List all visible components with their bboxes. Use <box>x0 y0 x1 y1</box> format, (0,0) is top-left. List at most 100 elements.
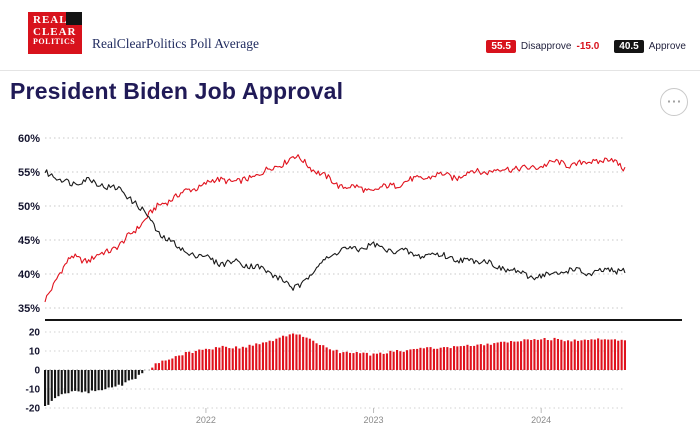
spread-bar <box>131 370 134 380</box>
spread-bar <box>349 352 352 370</box>
spread-bar <box>409 349 412 370</box>
spread-bar <box>164 360 167 370</box>
series-line-approve <box>44 169 626 291</box>
spread-bar <box>184 352 187 370</box>
spread-bar <box>325 347 328 370</box>
spread-bar <box>221 345 224 370</box>
logo-line-1: REAL <box>33 14 68 26</box>
spread-bar <box>429 347 432 370</box>
spread-bar <box>476 344 479 370</box>
spread-bar <box>111 370 114 388</box>
spread-bar <box>318 345 321 370</box>
spread-bar <box>285 336 288 370</box>
spread-bar <box>308 338 311 370</box>
spread-bar <box>151 367 154 370</box>
spread-bar <box>593 339 596 370</box>
spread-bar <box>265 342 268 370</box>
header: REAL CLEAR POLITICS RealClearPolitics Po… <box>0 0 700 71</box>
spread-bar <box>211 349 214 370</box>
spread-bar <box>191 353 194 370</box>
spread-bar <box>288 334 291 370</box>
spread-bar <box>312 340 315 370</box>
spread-bar <box>275 338 278 370</box>
logo-line-3: POLITICS <box>33 37 76 47</box>
spread-bar <box>218 347 221 370</box>
spread-bar <box>513 341 516 370</box>
spread-bar <box>171 358 174 370</box>
spread-bar <box>610 339 613 370</box>
spread-bar <box>573 339 576 370</box>
spread-bar <box>231 348 234 370</box>
spread-bar <box>201 349 204 370</box>
spread-bar <box>157 363 160 370</box>
spread-bar <box>580 340 583 370</box>
spread-bar <box>426 347 429 370</box>
spread-bar <box>503 341 506 370</box>
spread-bar <box>379 352 382 370</box>
spread-bar <box>245 347 248 370</box>
spread-bar <box>161 360 164 370</box>
spread-bar <box>84 370 87 392</box>
spread-bar <box>486 343 489 370</box>
spread-bar <box>181 355 184 370</box>
spread-bar <box>174 356 177 370</box>
spread-bar <box>64 370 67 394</box>
spread-bar <box>607 339 610 370</box>
spread-bar <box>258 344 261 370</box>
spread-bar <box>617 340 620 370</box>
spread-bar <box>449 348 452 370</box>
spread-bar <box>613 339 616 370</box>
disapprove-value-badge: 55.5 <box>486 40 516 53</box>
spread-bar <box>60 370 63 395</box>
spread-bar <box>587 340 590 370</box>
spread-y-tick-label: 10 <box>29 347 41 358</box>
spread-value: -15.0 <box>576 41 600 52</box>
summary-badges: 55.5 Disapprove -15.0 40.5 Approve <box>486 40 686 53</box>
spread-bar <box>47 370 50 405</box>
spread-bar <box>392 351 395 370</box>
spread-bar <box>251 345 254 370</box>
spread-bar <box>466 344 469 370</box>
spread-bar <box>194 350 197 370</box>
spread-bar <box>70 370 73 392</box>
spread-bar <box>567 340 570 370</box>
spread-bar <box>100 370 103 391</box>
spread-bar <box>530 340 533 370</box>
logo-corner-decoration <box>66 12 82 25</box>
spread-bar <box>375 353 378 370</box>
spread-y-tick-label: -10 <box>26 385 41 396</box>
x-tick-label: 2022 <box>196 415 216 425</box>
spread-bar <box>399 351 402 370</box>
rcp-logo[interactable]: REAL CLEAR POLITICS <box>28 12 82 54</box>
spread-bar <box>436 348 439 370</box>
spread-bar <box>127 370 130 381</box>
spread-bar <box>439 347 442 370</box>
spread-bar <box>121 370 124 386</box>
spread-bar <box>540 339 543 370</box>
spread-bar <box>603 339 606 370</box>
spread-bar <box>362 352 365 370</box>
spread-bar <box>583 339 586 370</box>
spread-y-tick-label: 20 <box>29 328 41 339</box>
spread-bar <box>248 344 251 370</box>
spread-bar <box>292 333 295 370</box>
approve-label: Approve <box>648 41 686 52</box>
spread-bar <box>204 348 207 370</box>
spread-bar <box>50 370 53 401</box>
spread-bar <box>352 353 355 370</box>
spread-bar <box>188 351 191 370</box>
spread-bar <box>74 370 77 391</box>
logo-line-2: CLEAR <box>33 25 77 38</box>
spread-bar <box>499 341 502 370</box>
spread-y-tick-label: -20 <box>26 404 41 415</box>
spread-bar <box>560 339 563 370</box>
spread-bar <box>271 341 274 370</box>
spread-bar <box>345 351 348 370</box>
spread-bar <box>238 348 241 370</box>
spread-bar <box>225 346 228 370</box>
more-options-button[interactable]: ⋯ <box>660 88 688 116</box>
main-y-tick-label: 40% <box>18 269 40 281</box>
spread-bar <box>342 352 345 370</box>
spread-bar <box>332 350 335 370</box>
ellipsis-icon: ⋯ <box>666 93 682 110</box>
